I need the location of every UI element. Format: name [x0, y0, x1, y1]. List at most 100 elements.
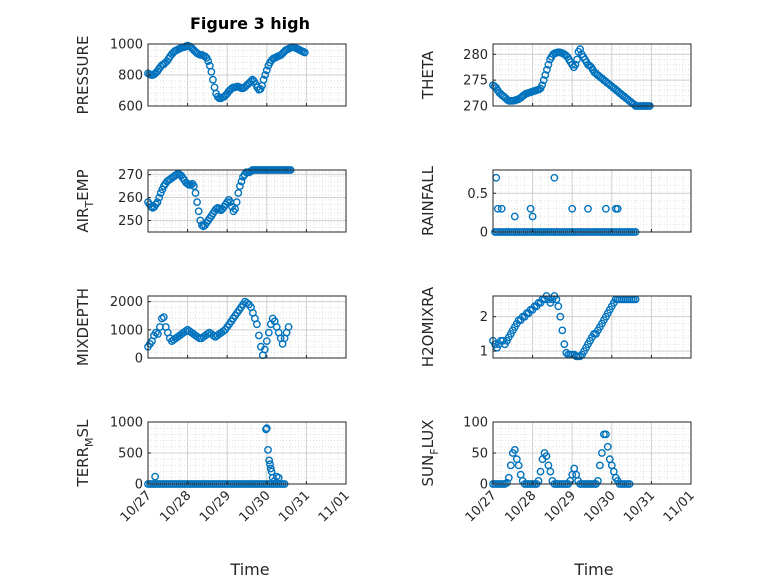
data-point — [237, 177, 246, 186]
y-tick-label: 1000 — [110, 323, 143, 338]
y-axis-label: PRESSURE — [74, 36, 92, 115]
data-point — [262, 66, 271, 75]
data-point — [235, 182, 244, 191]
data-point — [155, 193, 164, 202]
y-axis-label-main: TERR — [74, 447, 92, 488]
data-point — [536, 467, 545, 476]
data-point — [550, 173, 559, 182]
data-point — [157, 314, 166, 323]
data-point — [584, 204, 592, 213]
subplot-air_temp: 250 260 270 AIRTEMP — [74, 166, 347, 233]
y-tick-label: 2 — [480, 310, 488, 325]
y-tick-label: 2000 — [110, 295, 143, 310]
y-tick-label: 0 — [135, 478, 143, 493]
y-tick-label: 600 — [118, 100, 143, 115]
data-point — [207, 68, 216, 76]
y-axis-label-main: THETA — [419, 50, 437, 100]
data-point — [151, 472, 160, 481]
data-point — [208, 75, 217, 84]
data-point — [510, 445, 519, 454]
y-axis-label-suffix: LUX — [419, 420, 437, 449]
y-axis-label-subscript: M — [83, 437, 96, 447]
data-point — [300, 48, 309, 57]
data-point — [596, 461, 604, 470]
figure-title: Figure 3 high — [190, 14, 310, 33]
data-point — [262, 337, 271, 345]
y-tick-label: 280 — [463, 48, 488, 63]
y-tick-label: 0 — [135, 352, 143, 367]
y-axis-label-subscript: T — [83, 201, 96, 209]
y-tick-label: 100 — [463, 416, 488, 431]
data-point — [189, 182, 198, 191]
data-point — [264, 328, 273, 337]
data-point — [598, 449, 606, 457]
data-point — [172, 170, 181, 179]
data-point — [602, 204, 610, 213]
data-point — [153, 330, 162, 338]
y-tick-label: 500 — [118, 447, 143, 462]
axes-box — [492, 43, 692, 107]
y-tick-label: 250 — [118, 214, 143, 229]
plot-area — [148, 296, 346, 358]
y-tick-label: 1000 — [110, 38, 143, 53]
data-point — [262, 424, 271, 433]
data-point — [193, 198, 202, 207]
data-point — [260, 345, 269, 354]
y-tick-label: 800 — [118, 69, 143, 84]
data-point — [254, 331, 263, 340]
y-axis-label: MIXDEPTH — [74, 288, 92, 366]
axes-box — [147, 295, 347, 359]
y-tick-label: 0 — [480, 478, 488, 493]
data-point — [602, 430, 610, 439]
data-point — [514, 461, 523, 470]
subplot-rainfall: 0 0.5 RAINFALL — [419, 165, 692, 241]
data-point — [194, 207, 203, 216]
data-point — [541, 71, 550, 79]
y-axis-label: RAINFALL — [419, 165, 437, 236]
data-point — [539, 76, 548, 85]
data-point — [538, 81, 546, 90]
data-point — [526, 204, 535, 213]
y-axis-label-main: PRESSURE — [74, 36, 92, 115]
data-point — [542, 452, 551, 460]
subplot-h2omixra: 1 2 H2OMIXRA — [419, 286, 692, 367]
data-point — [576, 45, 584, 54]
x-axis-label-right: Time — [573, 560, 613, 579]
y-tick-label: 0 — [480, 226, 488, 241]
data-point — [544, 60, 553, 69]
y-axis-label: H2OMIXRA — [419, 286, 437, 367]
y-axis-label-subscript: F — [428, 448, 441, 454]
data-point — [571, 60, 580, 69]
data-point — [243, 299, 251, 307]
data-point — [252, 320, 261, 329]
y-axis-label: AIRTEMP — [74, 169, 96, 232]
subplot-pressure: 600 800 1000 PRESSURE — [74, 36, 347, 115]
data-point — [259, 75, 268, 84]
y-axis-label: TERRMSL — [74, 419, 96, 488]
y-axis-label: THETA — [419, 50, 437, 100]
data-point — [159, 313, 168, 321]
y-axis-label-main: RAINFALL — [419, 165, 437, 236]
data-point — [264, 445, 272, 454]
y-axis-label-suffix: SL — [74, 419, 92, 438]
data-point — [265, 456, 274, 465]
y-axis-label-main: MIXDEPTH — [74, 288, 92, 366]
y-tick-label: 260 — [118, 191, 143, 206]
subplot-mixdepth: 0 1000 2000 MIXDEPTH — [74, 288, 347, 367]
y-tick-label: 270 — [463, 100, 488, 115]
axes-box — [492, 295, 692, 359]
y-axis-label: SUNFLUX — [419, 420, 441, 487]
data-point — [603, 442, 612, 451]
y-tick-label: 1000 — [110, 416, 143, 431]
y-axis-label-main: AIR — [74, 208, 92, 233]
data-point — [493, 204, 502, 213]
data-point — [502, 478, 511, 487]
axes-box — [147, 169, 347, 233]
data-point — [204, 57, 213, 65]
data-point — [231, 205, 240, 213]
y-axis-label-suffix: EMP — [74, 169, 92, 200]
data-point — [261, 71, 270, 79]
x-axis-label-left: Time — [229, 560, 269, 579]
data-point — [497, 204, 506, 213]
